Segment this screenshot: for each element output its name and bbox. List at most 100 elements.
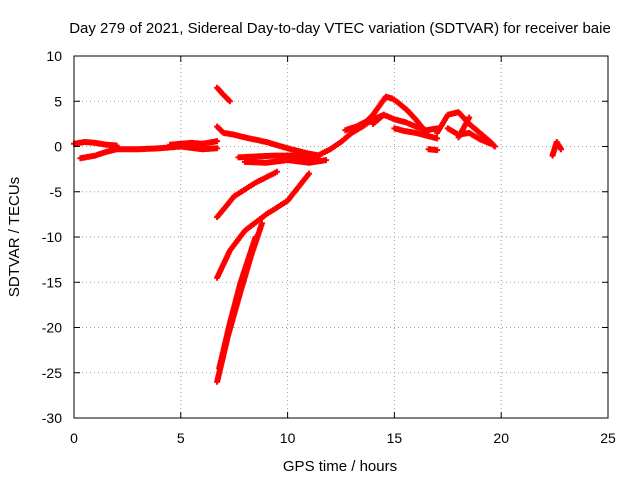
data-point [415, 126, 417, 128]
data-point [84, 141, 86, 143]
data-point [212, 141, 214, 143]
data-point [468, 117, 470, 119]
data-point [308, 153, 310, 155]
series-track-16 [549, 139, 564, 159]
y-tick-label: 5 [54, 93, 62, 109]
data-point [255, 155, 257, 157]
data-point [244, 136, 246, 138]
data-point [398, 102, 400, 104]
data-point [447, 114, 449, 116]
data-point [366, 120, 368, 122]
data-point [216, 147, 218, 149]
data-point [158, 147, 160, 149]
data-point [216, 381, 218, 383]
y-tick-label: -15 [42, 274, 62, 290]
data-point [94, 142, 96, 144]
series-track-11 [391, 125, 441, 142]
data-point [319, 154, 321, 156]
data-point [201, 143, 203, 145]
data-point [490, 143, 492, 145]
data-point [447, 127, 449, 129]
data-point [287, 200, 289, 202]
x-tick-label: 10 [280, 430, 296, 446]
data-point [560, 148, 562, 150]
data-point [216, 140, 218, 142]
series-track-20 [216, 234, 259, 372]
data-point [415, 118, 417, 120]
x-axis-label: GPS time / hours [283, 458, 397, 475]
data-point [494, 146, 496, 147]
data-point [116, 145, 118, 147]
data-point [79, 157, 81, 159]
data-point [436, 137, 438, 139]
y-tick-label: -25 [42, 365, 62, 381]
series-markers [425, 146, 441, 154]
series-track-7 [241, 157, 329, 166]
data-point [351, 132, 353, 134]
y-axis-label: SDTVAR / TECUs [6, 177, 23, 297]
data-point [265, 141, 267, 143]
data-point [468, 123, 470, 125]
data-point [383, 114, 385, 116]
data-point [393, 127, 395, 129]
data-point [425, 135, 427, 137]
data-point [355, 126, 357, 128]
data-point [216, 87, 218, 89]
data-point [479, 138, 481, 140]
x-tick-label: 20 [493, 430, 509, 446]
x-tick-label: 15 [387, 430, 403, 446]
data-point [340, 141, 342, 143]
data-point [229, 322, 231, 324]
data-point [105, 151, 107, 153]
data-point [404, 121, 406, 123]
data-point [276, 155, 278, 157]
grid-lines [74, 56, 608, 418]
data-series [71, 84, 564, 385]
data-point [391, 98, 393, 100]
data-point [223, 132, 225, 134]
data-point [261, 222, 263, 224]
data-point [105, 144, 107, 146]
data-point [372, 123, 374, 125]
data-point [378, 105, 380, 107]
series-track-12 [425, 146, 441, 154]
x-tick-label: 0 [70, 430, 78, 446]
data-point [240, 281, 242, 283]
axis-ticks: 0 5 10 15 20 25 10 5 0 -5 -10 -15 -20 -25 -30 [42, 48, 616, 446]
data-point [237, 156, 239, 158]
data-point [216, 126, 218, 128]
series-track-18 [214, 170, 312, 281]
y-tick-label: -30 [42, 410, 62, 426]
data-point [344, 129, 346, 131]
series-markers [216, 234, 259, 372]
data-point [287, 159, 289, 161]
data-point [479, 132, 481, 134]
data-point [265, 162, 267, 164]
data-point [255, 182, 257, 184]
y-tick-label: -5 [50, 184, 63, 200]
data-point [216, 216, 218, 218]
data-point [436, 132, 438, 134]
data-point [468, 132, 470, 134]
data-point [325, 159, 327, 161]
data-point [329, 148, 331, 150]
data-point [385, 96, 387, 98]
series-track-5 [214, 123, 323, 159]
data-point [265, 213, 267, 215]
data-point [94, 155, 96, 157]
data-point [551, 155, 553, 157]
data-point [436, 149, 438, 151]
data-point [137, 148, 139, 150]
data-point [276, 171, 278, 173]
y-tick-label: 10 [46, 48, 62, 64]
x-tick-label: 5 [177, 430, 185, 446]
data-point [218, 367, 220, 369]
data-point [404, 130, 406, 132]
data-point [308, 156, 310, 158]
series-track-3 [167, 138, 221, 148]
series-track-15 [455, 114, 473, 141]
y-tick-label: -20 [42, 320, 62, 336]
data-point [457, 111, 459, 113]
data-point [255, 236, 257, 238]
